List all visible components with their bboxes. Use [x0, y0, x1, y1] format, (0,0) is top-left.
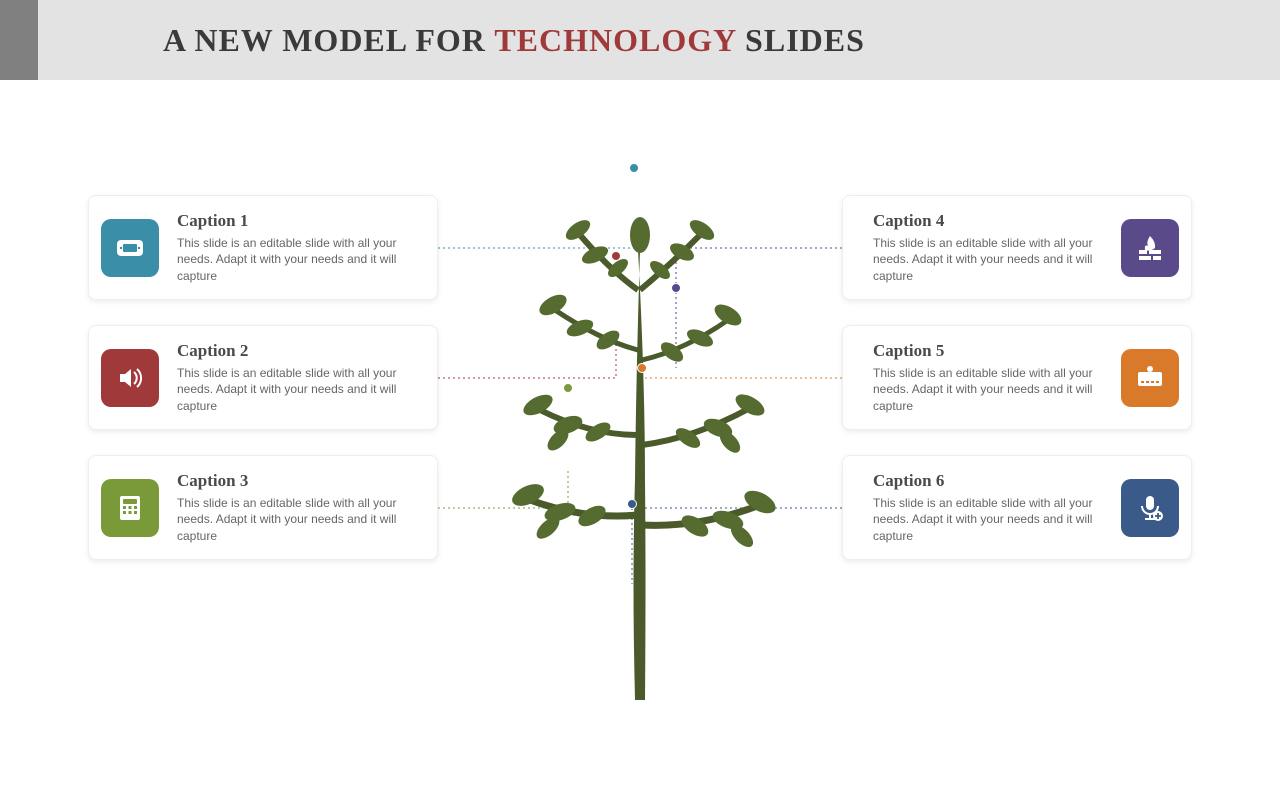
caption-card-caption-1: Caption 1 This slide is an editable slide…: [88, 195, 438, 300]
tree-dot: [563, 383, 573, 393]
title-prefix: A NEW MODEL FOR: [163, 22, 494, 58]
caption-card-caption-5: Caption 5 This slide is an editable slide…: [842, 325, 1192, 430]
card-body: This slide is an editable slide with all…: [873, 495, 1103, 544]
card-body: This slide is an editable slide with all…: [177, 235, 407, 284]
slide-header: A NEW MODEL FOR TECHNOLOGY SLIDES: [0, 0, 1280, 80]
speaker-icon: [101, 349, 159, 407]
caption-card-caption-2: Caption 2 This slide is an editable slide…: [88, 325, 438, 430]
tree-dot: [627, 499, 637, 509]
card-text: Caption 4 This slide is an editable slide…: [855, 211, 1121, 284]
tree-graphic: [460, 180, 820, 700]
caption-card-caption-6: Caption 6 This slide is an editable slide…: [842, 455, 1192, 560]
caption-card-caption-3: Caption 3 This slide is an editable slide…: [88, 455, 438, 560]
firewall-icon: [1121, 219, 1179, 277]
mic-icon: [1121, 479, 1179, 537]
card-title: Caption 3: [177, 471, 407, 491]
title-highlight: TECHNOLOGY: [494, 22, 736, 58]
card-body: This slide is an editable slide with all…: [873, 235, 1103, 284]
tree-dot: [629, 163, 639, 173]
card-body: This slide is an editable slide with all…: [177, 495, 407, 544]
slide-title: A NEW MODEL FOR TECHNOLOGY SLIDES: [163, 22, 865, 59]
gamepad-icon: [101, 219, 159, 277]
caption-card-caption-4: Caption 4 This slide is an editable slide…: [842, 195, 1192, 300]
header-accent: [0, 0, 38, 80]
card-title: Caption 1: [177, 211, 407, 231]
card-text: Caption 5 This slide is an editable slide…: [855, 341, 1121, 414]
keyboard-icon: [1121, 349, 1179, 407]
tree-dot: [611, 251, 621, 261]
card-text: Caption 3 This slide is an editable slide…: [159, 471, 425, 544]
card-title: Caption 6: [873, 471, 1103, 491]
card-title: Caption 5: [873, 341, 1103, 361]
card-title: Caption 4: [873, 211, 1103, 231]
card-text: Caption 6 This slide is an editable slide…: [855, 471, 1121, 544]
card-body: This slide is an editable slide with all…: [177, 365, 407, 414]
card-body: This slide is an editable slide with all…: [873, 365, 1103, 414]
card-title: Caption 2: [177, 341, 407, 361]
slide-content: Caption 1 This slide is an editable slide…: [0, 80, 1280, 720]
card-text: Caption 1 This slide is an editable slide…: [159, 211, 425, 284]
phone-icon: [101, 479, 159, 537]
card-text: Caption 2 This slide is an editable slide…: [159, 341, 425, 414]
tree-dot: [637, 363, 647, 373]
title-suffix: SLIDES: [736, 22, 865, 58]
tree-dot: [671, 283, 681, 293]
